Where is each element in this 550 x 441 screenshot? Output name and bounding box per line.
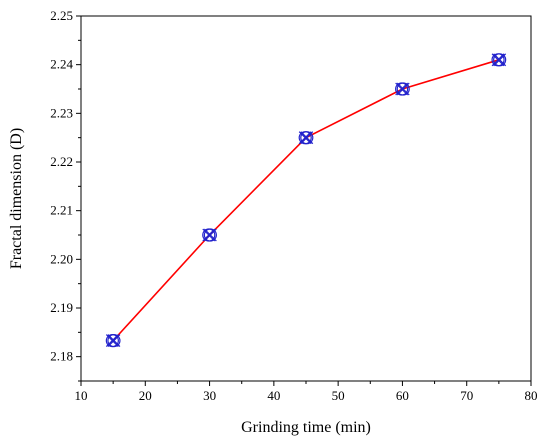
x-tick-label: 60 <box>396 388 409 403</box>
data-point <box>298 131 314 145</box>
x-tick-label: 80 <box>525 388 538 403</box>
y-tick-label: 2.19 <box>50 300 73 315</box>
y-axis-title: Fractal dimension (D) <box>8 128 25 269</box>
series-layer <box>105 53 507 348</box>
x-tick-label: 50 <box>332 388 345 403</box>
y-tick-label: 2.18 <box>50 349 73 364</box>
y-tick-label: 2.20 <box>50 251 73 266</box>
y-tick-label: 2.23 <box>50 105 73 120</box>
data-point <box>491 53 507 67</box>
y-tick-label: 2.24 <box>50 57 73 72</box>
y-tick-label: 2.25 <box>50 8 73 23</box>
x-axis-title: Grinding time (min) <box>241 419 371 436</box>
x-axis-ticks: 10 20 30 40 50 60 70 80 <box>75 381 538 403</box>
y-tick-label: 2.21 <box>50 203 73 218</box>
y-axis-ticks: 2.18 2.19 2.20 2.21 2.22 2.23 2.24 2.25 <box>50 8 81 382</box>
data-point <box>105 334 121 348</box>
series-line <box>112 59 500 342</box>
x-tick-label: 10 <box>75 388 88 403</box>
data-point <box>202 228 217 242</box>
x-tick-label: 70 <box>460 388 473 403</box>
x-tick-label: 30 <box>203 388 216 403</box>
data-point <box>395 82 410 96</box>
x-tick-label: 20 <box>139 388 152 403</box>
x-tick-label: 40 <box>267 388 280 403</box>
y-tick-label: 2.22 <box>50 154 73 169</box>
